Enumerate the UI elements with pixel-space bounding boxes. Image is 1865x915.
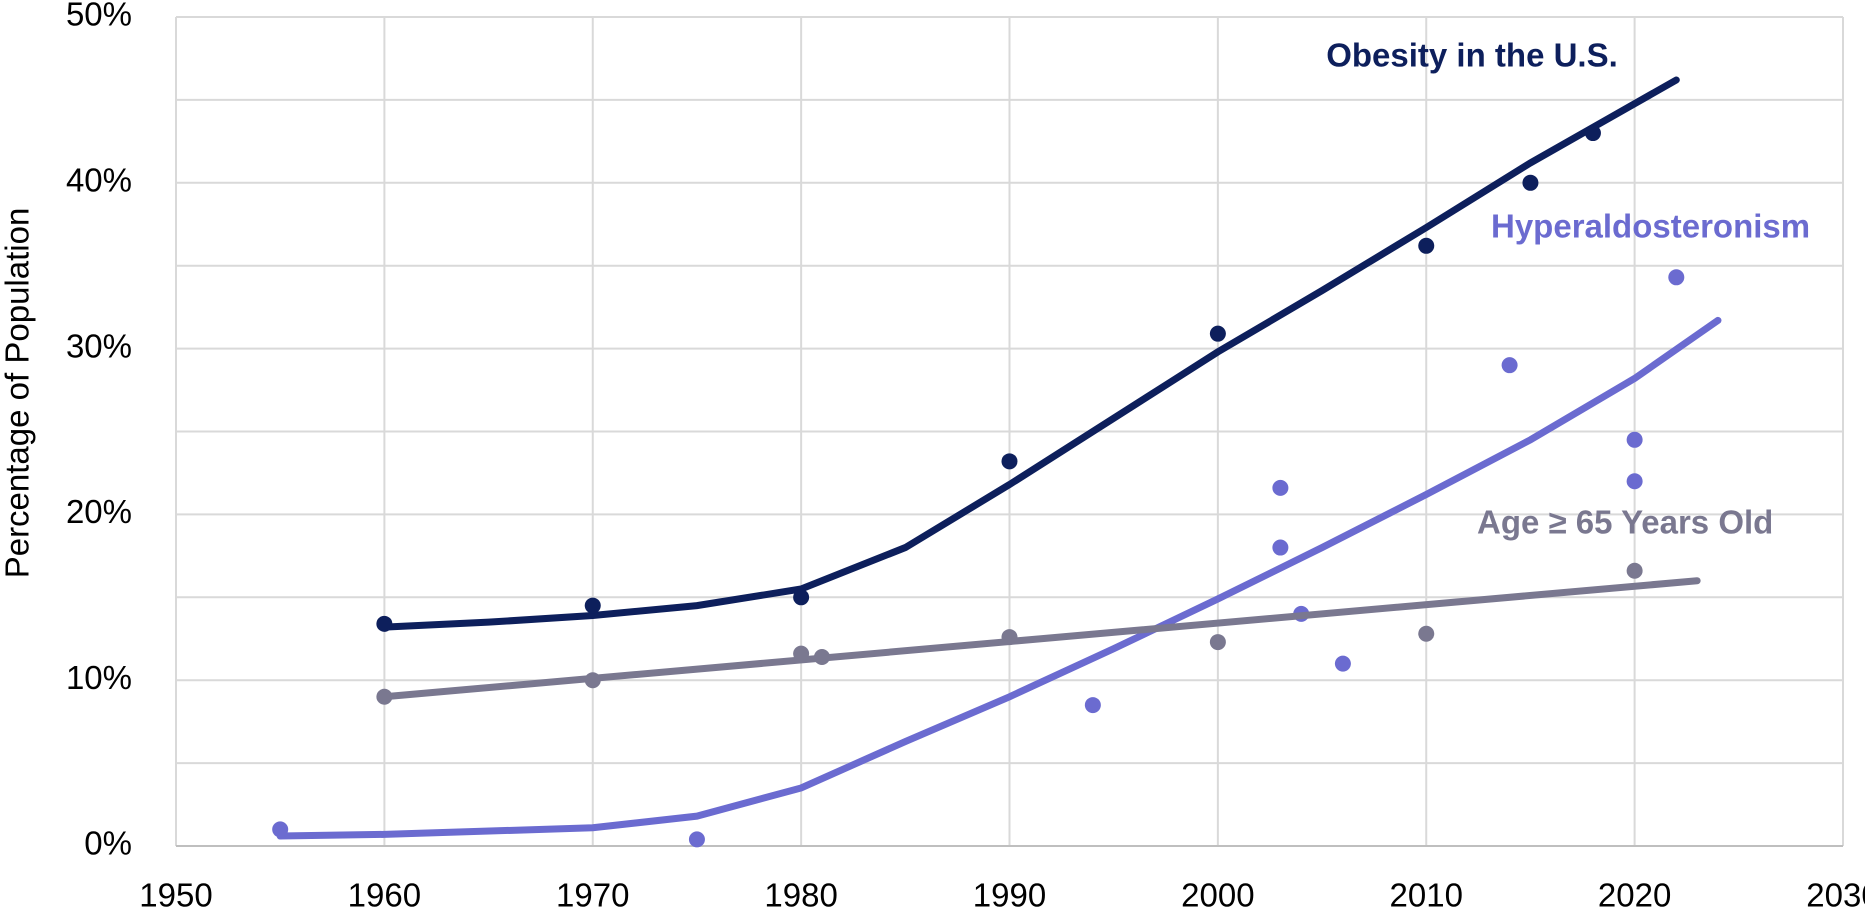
point — [1584, 125, 1601, 142]
point — [793, 645, 810, 662]
point — [793, 589, 810, 606]
point — [1272, 479, 1289, 496]
point — [1001, 629, 1018, 646]
point — [1272, 539, 1289, 556]
y-tick-label: 40% — [66, 162, 132, 199]
trend-line — [276, 316, 1722, 840]
trend-line — [380, 76, 1680, 631]
x-tick-label: 2030 — [1806, 877, 1865, 914]
x-tick-label: 1990 — [973, 877, 1046, 914]
point — [813, 648, 830, 665]
point — [1209, 634, 1226, 651]
x-tick-label: 1960 — [348, 877, 421, 914]
point — [272, 821, 289, 838]
y-tick-label: 20% — [66, 493, 132, 530]
y-tick-label: 50% — [66, 0, 132, 33]
point — [1084, 697, 1101, 714]
point — [1522, 174, 1539, 191]
series-label: Hyperaldosteronism — [1491, 208, 1810, 245]
trend-line — [380, 577, 1701, 701]
point — [1626, 473, 1643, 490]
point — [1501, 357, 1518, 374]
point — [376, 688, 393, 705]
point — [1418, 625, 1435, 642]
point — [1668, 269, 1685, 286]
point — [584, 672, 601, 689]
series-label: Age ≥ 65 Years Old — [1477, 504, 1773, 541]
point — [1418, 237, 1435, 254]
series-label: Obesity in the U.S. — [1326, 37, 1618, 74]
point — [376, 615, 393, 632]
y-axis-label: Percentage of Population — [0, 208, 36, 579]
point — [1209, 325, 1226, 342]
point — [1626, 562, 1643, 579]
x-tick-label: 1980 — [764, 877, 837, 914]
point — [1001, 453, 1018, 470]
point — [1334, 655, 1351, 672]
y-tick-label: 10% — [66, 659, 132, 696]
x-tick-label: 2020 — [1598, 877, 1671, 914]
point — [688, 831, 705, 848]
x-tick-label: 1970 — [556, 877, 629, 914]
x-tick-label: 2000 — [1181, 877, 1254, 914]
x-tick-label: 2010 — [1390, 877, 1463, 914]
y-tick-label: 0% — [84, 825, 132, 862]
point — [584, 597, 601, 614]
point — [1626, 431, 1643, 448]
y-tick-label: 30% — [66, 327, 132, 364]
x-tick-label: 1950 — [139, 877, 212, 914]
